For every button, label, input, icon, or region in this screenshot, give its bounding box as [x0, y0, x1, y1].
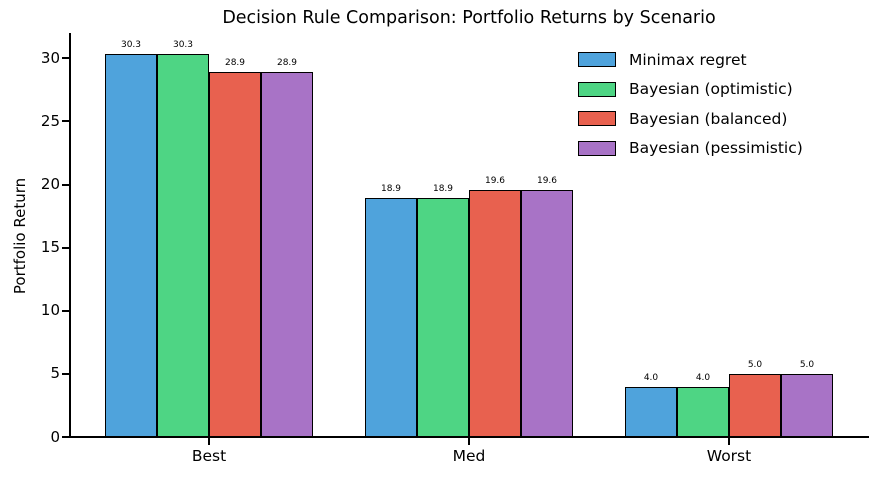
y-tick-label: 20: [40, 175, 60, 193]
x-tick-mark: [208, 438, 210, 445]
legend-label: Bayesian (balanced): [629, 109, 788, 128]
bar-value-label: 5.0: [799, 359, 815, 370]
bar-best-3: [209, 72, 261, 437]
bar-med-2: [417, 198, 469, 437]
x-axis-spine: [69, 436, 869, 438]
y-tick-mark: [62, 120, 69, 123]
legend-label: Bayesian (pessimistic): [629, 139, 803, 158]
y-tick-mark: [62, 372, 69, 375]
y-tick-mark: [62, 183, 69, 186]
bar-best-1: [105, 54, 157, 437]
bar-value-label: 28.9: [224, 58, 246, 69]
bar-value-label: 18.9: [432, 184, 454, 195]
legend-swatch: [578, 52, 616, 68]
legend-item: Bayesian (balanced): [578, 104, 803, 134]
y-tick-mark: [62, 246, 69, 249]
bar-worst-2: [677, 386, 729, 437]
legend-swatch: [578, 140, 616, 156]
chart-title: Decision Rule Comparison: Portfolio Retu…: [222, 8, 716, 28]
bar-worst-4: [781, 373, 833, 437]
plot-area: 30.3 30.3 28.9 28.9 18.9 18.9 19.6 19.6 4.0 4.0 5.…: [70, 33, 868, 437]
bar-value-label: 30.3: [120, 40, 142, 51]
y-tick-label: 0: [50, 427, 60, 446]
bar-value-label: 18.9: [380, 184, 402, 195]
y-tick-mark: [62, 309, 69, 312]
bar-worst-1: [625, 386, 677, 437]
y-tick-label: 10: [40, 301, 60, 320]
legend-label: Minimax regret: [629, 50, 747, 69]
bar-best-4: [261, 72, 313, 437]
y-tick-label: 5: [50, 364, 60, 383]
bar-value-label: 19.6: [484, 175, 506, 186]
legend-item: Bayesian (optimistic): [578, 75, 803, 105]
x-tick-mark: [468, 438, 470, 445]
y-tick-label: 25: [40, 111, 60, 130]
bar-value-label: 30.3: [172, 40, 194, 51]
bar-med-4: [521, 189, 573, 437]
y-tick-mark: [62, 436, 69, 438]
x-tick-label: Med: [452, 447, 486, 465]
legend-item: Bayesian (pessimistic): [578, 134, 803, 164]
bar-med-1: [365, 198, 417, 437]
y-tick-mark: [62, 57, 69, 60]
bar-med-3: [469, 189, 521, 437]
bar-value-label: 4.0: [643, 372, 659, 383]
y-axis-spine: [69, 33, 71, 438]
y-tick-label: 15: [40, 238, 60, 257]
legend-label: Bayesian (optimistic): [629, 80, 793, 99]
bar-value-label: 28.9: [276, 58, 298, 69]
x-tick-label: Worst: [706, 447, 752, 465]
legend-swatch: [578, 111, 616, 127]
legend: Minimax regret Bayesian (optimistic) Bayes…: [578, 45, 803, 163]
legend-swatch: [578, 81, 616, 97]
bar-value-label: 19.6: [536, 175, 558, 186]
bar-worst-3: [729, 373, 781, 437]
x-tick-mark: [728, 438, 730, 445]
bar-best-2: [157, 54, 209, 437]
bar-value-label: 5.0: [747, 359, 763, 370]
y-tick-label: 30: [40, 48, 60, 67]
bar-value-label: 4.0: [695, 372, 711, 383]
x-tick-label: Best: [191, 447, 227, 465]
legend-item: Minimax regret: [578, 45, 803, 75]
